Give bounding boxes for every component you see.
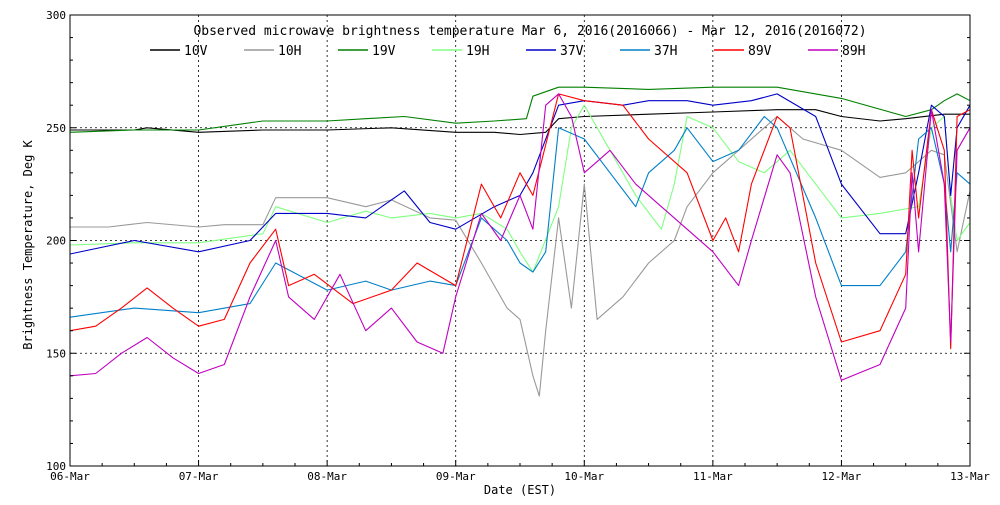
y-tick-label: 100 <box>46 460 66 473</box>
y-axis-title: Brightness Temperature, Deg K <box>21 139 35 349</box>
legend-label-89h: 89H <box>842 44 865 59</box>
y-tick-label: 150 <box>46 347 66 360</box>
x-tick-label: 12-Mar <box>822 470 862 483</box>
legend-label-10v: 10V <box>184 44 208 59</box>
x-tick-label: 06-Mar <box>50 470 90 483</box>
legend-label-10h: 10H <box>278 44 301 59</box>
x-tick-label: 11-Mar <box>693 470 733 483</box>
legend-label-89v: 89V <box>748 44 772 59</box>
legend: 10V 10H 19V 19H 37V 37H 89V 89H <box>150 44 865 59</box>
legend-label-37v: 37V <box>560 44 584 59</box>
series-line-10h <box>70 115 971 397</box>
series-line-89v <box>69 93 971 350</box>
legend-label-19h: 19H <box>466 44 489 59</box>
series-line-10v <box>70 109 970 136</box>
series-line-19v <box>69 86 971 133</box>
legend-label-19v: 19V <box>372 44 396 59</box>
y-tick-label: 300 <box>46 9 66 22</box>
axis-ticks: 06-Mar 07-Mar 08-Mar 09-Mar 10-Mar 11-Mar 12-M… <box>46 9 990 483</box>
x-tick-label: 09-Mar <box>436 470 476 483</box>
x-tick-label: 07-Mar <box>179 470 219 483</box>
y-tick-label: 200 <box>46 235 66 248</box>
chart-title: Observed microwave brightness temperatur… <box>193 24 866 39</box>
series-line-89h <box>69 93 971 381</box>
y-tick-label: 250 <box>46 122 66 135</box>
series-lines <box>69 86 971 397</box>
x-tick-label: 08-Mar <box>307 470 347 483</box>
legend-label-37h: 37H <box>654 44 677 59</box>
x-tick-label: 13-Mar <box>950 470 990 483</box>
x-axis-title: Date (EST) <box>484 483 556 497</box>
x-tick-label: 10-Mar <box>564 470 604 483</box>
